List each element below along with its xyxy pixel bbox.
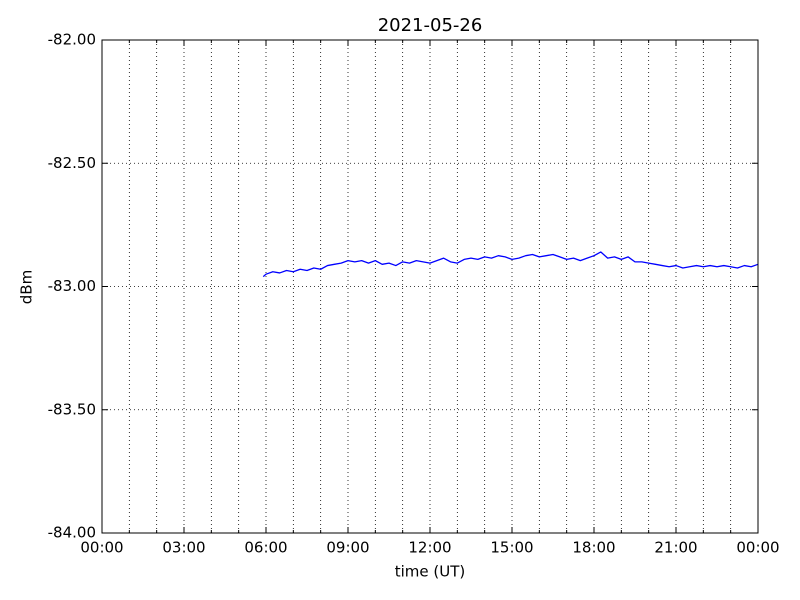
- y-tick-label: -84.00: [48, 524, 96, 542]
- y-tick-label: -83.50: [48, 400, 96, 418]
- x-tick-label: 00:00: [736, 539, 779, 557]
- y-tick-label: -83.00: [48, 277, 96, 295]
- x-tick-label: 12:00: [408, 539, 451, 557]
- x-tick-label: 00:00: [80, 539, 123, 557]
- x-tick-label: 18:00: [572, 539, 615, 557]
- y-axis-label: dBm: [18, 270, 36, 304]
- data-line: [262, 251, 759, 278]
- x-tick-label: 06:00: [244, 539, 287, 557]
- plot-frame: [101, 39, 759, 534]
- chart-title: 2021-05-26: [378, 15, 483, 36]
- x-tick-label: 21:00: [654, 539, 697, 557]
- y-tick-label: -82.50: [48, 154, 96, 172]
- y-tick-label: -82.00: [48, 31, 96, 49]
- x-tick-label: 15:00: [490, 539, 533, 557]
- x-tick-label: 09:00: [326, 539, 369, 557]
- x-tick-label: 03:00: [162, 539, 205, 557]
- x-axis-label: time (UT): [395, 563, 466, 581]
